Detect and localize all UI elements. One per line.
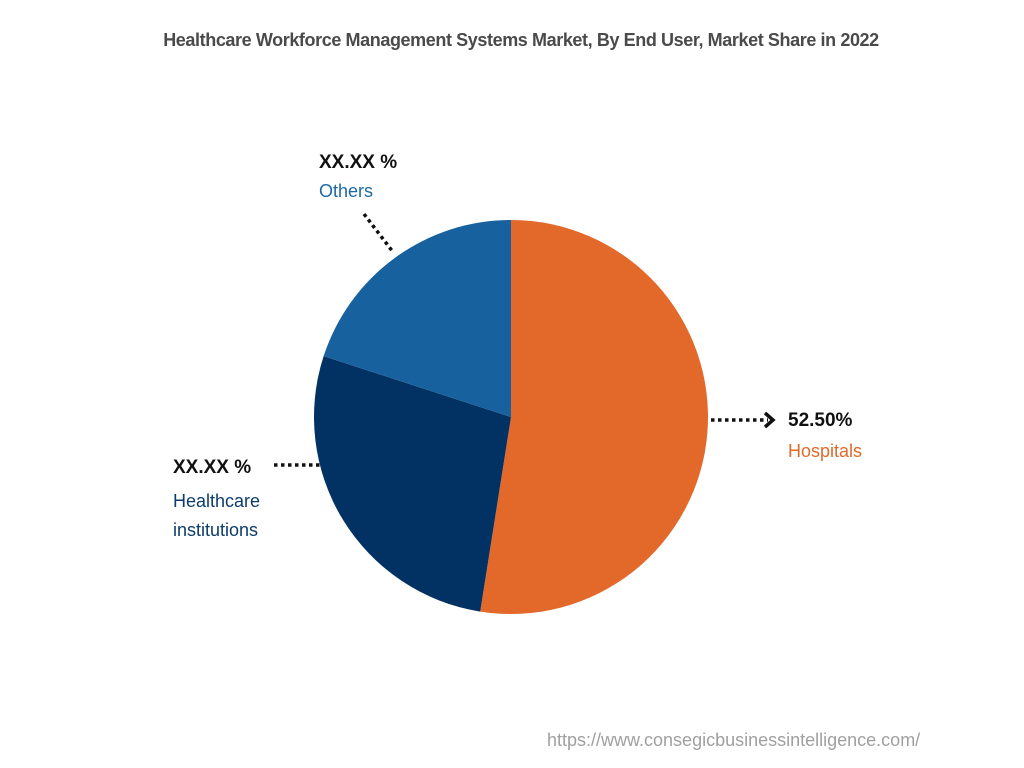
leader-line-others xyxy=(362,212,395,254)
label-hospitals: 52.50% Hospitals xyxy=(788,409,862,463)
others-name: Others xyxy=(319,180,374,201)
healthcare-institutions-value: XX.XX % xyxy=(173,457,252,478)
arrow-right-icon xyxy=(763,411,776,429)
source-url: https://www.consegicbusinessintelligence… xyxy=(547,730,921,750)
pie-slice-hospitals xyxy=(480,220,708,615)
others-value: XX.XX % xyxy=(319,152,398,173)
healthcare-institutions-name: Healthcare institutions xyxy=(173,487,260,545)
name-line-1: Healthcare xyxy=(173,490,261,511)
name-line-2: institutions xyxy=(173,519,259,540)
pie-slice-others xyxy=(323,220,511,417)
pie-slices xyxy=(314,220,708,615)
hospitals-value: 52.50% xyxy=(788,410,853,431)
chart-title: Healthcare Workforce Management Systems … xyxy=(163,30,879,50)
hospitals-name: Hospitals xyxy=(788,440,863,461)
label-others: XX.XX % Others xyxy=(319,151,397,203)
label-healthcare-institutions: XX.XX % Healthcare institutions xyxy=(173,456,260,545)
pie-slice-healthcare-institutions xyxy=(314,356,511,612)
